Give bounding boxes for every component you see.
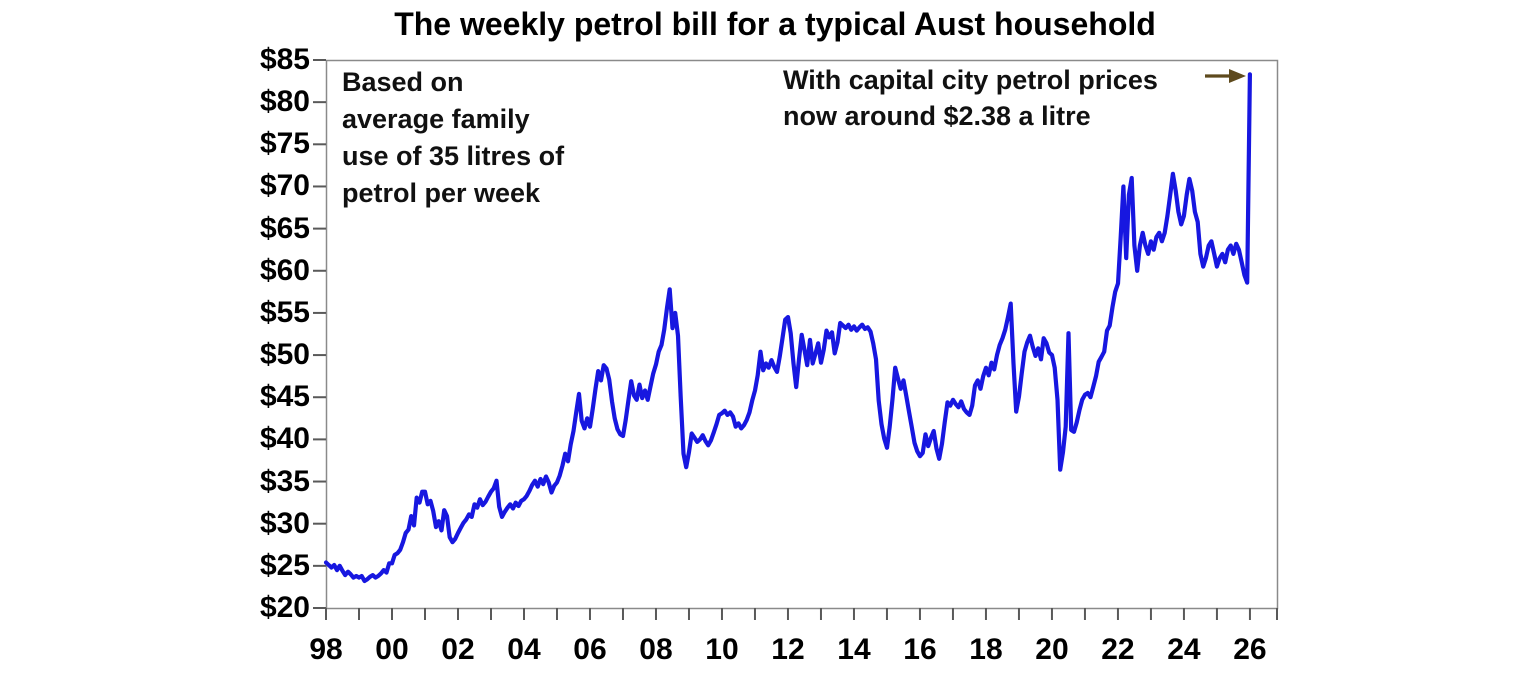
y-axis-label: $55 [259, 295, 310, 329]
x-axis-label: 26 [1233, 633, 1267, 666]
x-axis-label: 12 [771, 633, 805, 666]
y-axis-label: $80 [259, 85, 310, 119]
y-axis-label: $25 [259, 548, 310, 582]
x-axis-label: 04 [507, 633, 541, 666]
y-axis-label: $40 [259, 422, 310, 456]
x-axis-label: 06 [573, 633, 607, 666]
y-axis-label: $85 [259, 43, 310, 76]
y-axis-label: $35 [259, 464, 310, 498]
y-axis-label: $45 [259, 380, 310, 414]
x-axis-label: 22 [1101, 633, 1135, 666]
y-axis-label: $50 [259, 338, 310, 372]
x-axis-label: 24 [1167, 633, 1201, 666]
arrow-right-icon [1205, 69, 1246, 83]
x-axis-label: 14 [837, 633, 871, 666]
annotation-household-usage: Based on average family use of 35 litres… [342, 67, 565, 208]
y-axis-label: $30 [259, 506, 310, 540]
x-axis-label: 20 [1035, 633, 1069, 666]
plot-frame [325, 59, 1279, 610]
x-axis-label: 98 [309, 633, 343, 666]
x-axis-label: 00 [375, 633, 409, 666]
x-axis-label: 08 [639, 633, 673, 666]
petrol-bill-line [323, 72, 1252, 584]
x-axis-label: 16 [903, 633, 937, 666]
y-axis-label: $75 [259, 127, 310, 161]
x-axis-ticks [325, 608, 1278, 620]
x-axis-label: 02 [441, 633, 475, 666]
y-axis-label: $60 [259, 253, 310, 287]
y-axis-label: $20 [259, 591, 310, 624]
y-axis-label: $65 [259, 211, 310, 245]
x-axis-label: 10 [705, 633, 739, 666]
annotation-current-price: With capital city petrol prices now arou… [783, 65, 1158, 131]
x-axis-label: 18 [969, 633, 1003, 666]
chart-title: The weekly petrol bill for a typical Aus… [394, 6, 1156, 42]
y-axis-ticks [313, 59, 326, 609]
y-axis-label: $70 [259, 169, 310, 203]
